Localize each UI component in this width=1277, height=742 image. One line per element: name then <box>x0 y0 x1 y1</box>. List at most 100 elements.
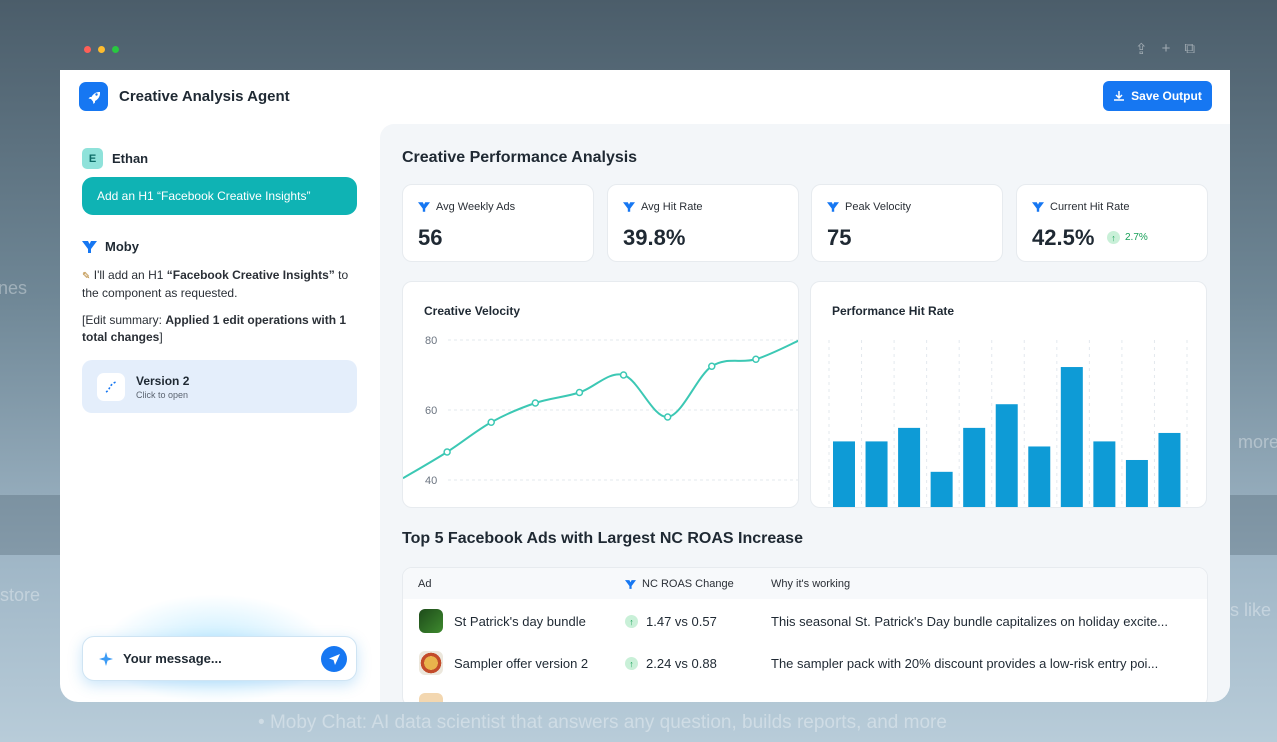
why-text: The sampler pack with 20% discount provi… <box>771 656 1159 671</box>
app-window: Creative Analysis Agent Save Output E Et… <box>60 70 1230 702</box>
y-tick-label: 40 <box>425 475 437 487</box>
bot-message-bold: “Facebook Creative Insights” <box>166 268 335 282</box>
sparkle-icon <box>99 651 113 666</box>
version-icon <box>97 372 125 401</box>
velocity-line <box>403 339 798 480</box>
column-header-why[interactable]: Why it's working <box>771 578 851 590</box>
column-header-ad[interactable]: Ad <box>418 578 432 590</box>
bar[interactable] <box>1158 432 1181 508</box>
bar[interactable] <box>1093 441 1116 508</box>
edit-summary-bold: Applied 1 edit operations with 1 total c… <box>82 313 347 344</box>
hitrate-chart-title: Performance Hit Rate <box>832 304 955 318</box>
moby-logo-icon <box>418 202 430 212</box>
hitrate-chart-card: Performance Hit Rate <box>810 281 1207 508</box>
table-row[interactable]: Sampler offer version 2 ↑ 2.24 vs 0.88 Th… <box>403 644 1207 686</box>
moby-logo-icon <box>623 202 635 212</box>
bar[interactable] <box>865 441 888 508</box>
background-text-fragment: nes <box>0 278 28 298</box>
data-point[interactable] <box>487 418 495 426</box>
data-point[interactable] <box>619 371 628 379</box>
edit-summary-text: [Edit summary: <box>82 313 166 327</box>
bar[interactable] <box>898 427 921 508</box>
stat-value: 56 <box>418 225 443 250</box>
column-header-roas-label: NC ROAS Change <box>642 578 734 590</box>
velocity-chart-title: Creative Velocity <box>424 304 521 318</box>
bot-message-text: to the component as requested. <box>82 268 349 300</box>
data-point[interactable] <box>708 362 716 370</box>
bot-message: ✎ I'll add an H1 “Facebook Creative Insi… <box>82 267 362 302</box>
rocket-icon <box>79 82 108 111</box>
bar[interactable] <box>833 441 855 508</box>
data-point[interactable] <box>663 413 672 421</box>
stat-card: Current Hit Rate 42.5% ↑ 2.7% <box>1016 184 1208 262</box>
roas-change: ↑ 2.24 vs 0.88 <box>625 656 717 671</box>
share-icon[interactable]: ⇪ <box>1135 41 1148 58</box>
background-text-store: store <box>0 585 41 605</box>
stat-card: Peak Velocity 75 <box>811 184 1003 262</box>
browser-toolbar-icons: ⇪ + ⧉ <box>1135 40 1195 58</box>
moby-logo-icon <box>625 579 636 589</box>
bar[interactable] <box>930 471 953 508</box>
data-point[interactable] <box>531 399 540 407</box>
why-text: This seasonal St. Patrick's Day bundle c… <box>771 614 1169 629</box>
chat-panel: E Ethan Add an H1 “Facebook Creative Ins… <box>60 124 378 702</box>
stat-card: Avg Weekly Ads 56 <box>402 184 594 262</box>
stat-label: Peak Velocity <box>845 201 912 213</box>
roas-value: 2.24 vs 0.88 <box>646 656 717 671</box>
bar[interactable] <box>1125 459 1148 508</box>
user-name: Ethan <box>112 151 149 166</box>
save-output-button[interactable]: Save Output <box>1103 81 1212 111</box>
background-bullet: • Moby Chat: AI data scientist that answ… <box>258 712 947 733</box>
column-header-roas[interactable]: NC ROAS Change <box>625 578 734 590</box>
message-input-box <box>82 636 357 681</box>
user-header: E Ethan <box>82 148 148 169</box>
panel-title: Creative Performance Analysis <box>402 149 638 166</box>
version-title: Version 2 <box>136 373 190 388</box>
output-panel: Creative Performance Analysis Avg Weekly… <box>380 124 1230 702</box>
send-button[interactable] <box>321 646 347 672</box>
close-dot[interactable] <box>84 46 91 53</box>
bar[interactable] <box>1060 367 1083 508</box>
arrow-up-icon: ↑ <box>1107 231 1120 244</box>
bar[interactable] <box>1028 446 1051 508</box>
stat-label: Current Hit Rate <box>1050 201 1130 213</box>
download-icon <box>1114 91 1125 101</box>
ad-thumbnail <box>419 609 443 633</box>
table-header: Ad NC ROAS Change Why it's working <box>403 568 1207 599</box>
save-output-label: Save Output <box>1131 89 1202 103</box>
minimize-dot[interactable] <box>98 46 105 53</box>
data-point[interactable] <box>443 448 451 456</box>
bar[interactable] <box>995 404 1018 508</box>
message-input[interactable] <box>123 651 313 666</box>
arrow-up-icon: ↑ <box>625 615 638 628</box>
hitrate-chart <box>828 340 1188 508</box>
table-row-partial[interactable] <box>403 686 1207 702</box>
user-message: Add an H1 “Facebook Creative Insights” <box>82 177 357 215</box>
zoom-dot[interactable] <box>112 46 119 53</box>
copy-icon[interactable]: ⧉ <box>1184 40 1196 57</box>
stat-delta: ↑ 2.7% <box>1107 231 1148 244</box>
data-point[interactable] <box>575 388 584 397</box>
ads-table: Ad NC ROAS Change Why it's working St Pa… <box>402 567 1208 702</box>
background-text-fragment: s like <box>1230 600 1272 620</box>
roas-value: 1.47 vs 0.57 <box>646 614 717 629</box>
data-point[interactable] <box>752 355 760 363</box>
table-row[interactable]: St Patrick's day bundle ↑ 1.47 vs 0.57 Th… <box>403 602 1207 644</box>
moby-logo-icon <box>827 202 839 212</box>
velocity-chart-card: Creative Velocity 40 60 80 <box>402 281 799 508</box>
bot-header: Moby <box>82 239 139 254</box>
table-title: Top 5 Facebook Ads with Largest NC ROAS … <box>402 530 803 547</box>
stat-value: 75 <box>827 225 852 250</box>
arrow-up-icon: ↑ <box>625 657 638 670</box>
edit-summary-text: ] <box>159 330 163 344</box>
stat-value: 39.8% <box>623 225 686 250</box>
ad-thumbnail <box>419 693 443 702</box>
window-controls <box>84 46 119 53</box>
bar[interactable] <box>963 427 986 508</box>
window-header: Creative Analysis Agent Save Output <box>60 70 1230 124</box>
plus-icon[interactable]: + <box>1161 40 1171 57</box>
stat-delta-value: 2.7% <box>1125 232 1148 243</box>
version-card[interactable]: Version 2 Click to open <box>82 360 357 413</box>
version-subtitle: Click to open <box>136 389 189 400</box>
stat-label: Avg Weekly Ads <box>436 201 516 213</box>
